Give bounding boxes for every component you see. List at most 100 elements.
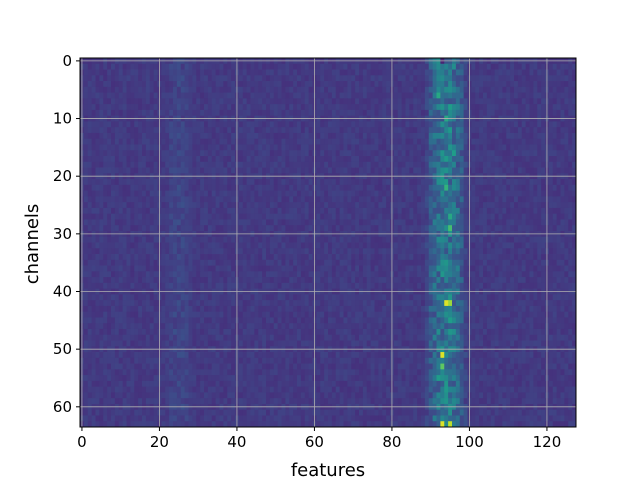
heatmap-cell [176, 92, 182, 99]
heatmap-cell [436, 254, 441, 261]
heatmap-cell [142, 184, 147, 192]
heatmap-cell [401, 271, 406, 278]
heatmap-cell [281, 92, 286, 99]
heatmap-cell [494, 167, 499, 174]
heatmap-cell [180, 69, 186, 76]
heatmap-cell [83, 207, 89, 215]
heatmap-cell [366, 69, 372, 76]
heatmap-cell [269, 104, 275, 111]
heatmap-cell [316, 277, 321, 284]
heatmap-cell [409, 132, 414, 140]
heatmap-cell [204, 207, 209, 215]
heatmap-cell [149, 259, 155, 266]
heatmap-cell [258, 184, 263, 192]
heatmap-cell [192, 265, 197, 272]
heatmap-cell [502, 144, 507, 151]
heatmap-cell [533, 259, 538, 266]
heatmap-cell [277, 184, 282, 192]
heatmap-cell [440, 104, 445, 111]
heatmap-cell [211, 127, 217, 134]
heatmap-cell [227, 190, 232, 197]
heatmap-cell [200, 150, 205, 157]
heatmap-cell [498, 207, 503, 215]
heatmap-cell [393, 179, 399, 186]
heatmap-cell [122, 127, 127, 134]
heatmap-cell [517, 138, 523, 145]
heatmap-cell [370, 69, 375, 76]
heatmap-cell [424, 277, 430, 284]
heatmap-cell [316, 138, 321, 145]
heatmap-cell [111, 81, 116, 88]
heatmap-cell [366, 184, 372, 192]
heatmap-cell [153, 259, 158, 266]
heatmap-cell [444, 254, 449, 261]
heatmap-cell [173, 127, 178, 134]
heatmap-cell [479, 254, 484, 261]
heatmap-cell [165, 86, 170, 93]
heatmap-cell [359, 236, 364, 243]
heatmap-cell [568, 236, 573, 243]
heatmap-cell [111, 161, 116, 168]
heatmap-cell [165, 202, 170, 209]
heatmap-cell [324, 259, 329, 266]
heatmap-cell [111, 202, 116, 209]
heatmap-cell [386, 236, 391, 243]
heatmap-cell [541, 242, 546, 249]
heatmap-cell [533, 207, 538, 215]
heatmap-cell [308, 92, 313, 99]
heatmap-cell [165, 271, 170, 278]
heatmap-cell [452, 144, 457, 151]
heatmap-cell [196, 254, 201, 261]
heatmap-cell [215, 184, 220, 192]
heatmap-cell [134, 104, 139, 111]
heatmap-cell [397, 190, 403, 197]
heatmap-cell [432, 138, 437, 145]
heatmap-cell [393, 144, 399, 151]
heatmap-cell [471, 259, 476, 266]
heatmap-cell [479, 202, 484, 209]
heatmap-cell [494, 236, 499, 243]
heatmap-cell [145, 219, 151, 226]
heatmap-cell [83, 161, 89, 168]
heatmap-cell [517, 277, 523, 284]
heatmap-cell [118, 69, 124, 76]
heatmap-cell [126, 144, 131, 151]
heatmap-cell [521, 104, 527, 111]
heatmap-cell [173, 190, 178, 197]
heatmap-cell [153, 190, 158, 197]
heatmap-cell [130, 132, 135, 140]
heatmap-cell [169, 150, 174, 157]
heatmap-cell [335, 271, 341, 278]
heatmap-cell [347, 104, 352, 111]
heatmap-cell [300, 150, 306, 157]
heatmap-cell [335, 81, 341, 88]
heatmap-cell [114, 277, 120, 284]
heatmap-cell [300, 196, 306, 203]
heatmap-cell [111, 265, 116, 272]
heatmap-cell [393, 213, 399, 220]
heatmap-cell [180, 265, 186, 272]
heatmap-cell [564, 248, 569, 255]
heatmap-cell [173, 156, 178, 163]
heatmap-cell [95, 150, 100, 157]
heatmap-cell [409, 144, 414, 151]
heatmap-cell [486, 196, 492, 203]
heatmap-cell [122, 271, 127, 278]
heatmap-cell [409, 202, 414, 209]
heatmap-cell [211, 69, 217, 76]
heatmap-cell [436, 132, 441, 140]
heatmap-cell [254, 127, 259, 134]
heatmap-cell [448, 132, 453, 140]
heatmap-cell [165, 104, 170, 111]
heatmap-cell [273, 132, 279, 140]
heatmap-cell [335, 109, 341, 117]
heatmap-cell [444, 104, 449, 111]
heatmap-cell [421, 121, 426, 128]
heatmap-cell [223, 236, 228, 243]
heatmap-cell [413, 184, 418, 192]
heatmap-cell [413, 132, 418, 140]
heatmap-cell [448, 63, 453, 70]
heatmap-cell [436, 109, 441, 117]
heatmap-cell [517, 179, 523, 186]
heatmap-cell [87, 138, 93, 145]
